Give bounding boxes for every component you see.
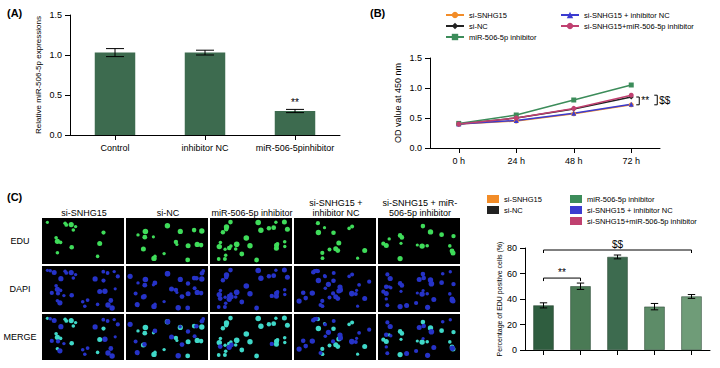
svg-text:$$: $$ bbox=[659, 95, 671, 106]
svg-text:miR-506-5pinhibitor: miR-506-5pinhibitor bbox=[256, 143, 335, 153]
svg-text:si-NC: si-NC bbox=[504, 206, 523, 215]
html-text:EDU: EDU bbox=[10, 236, 30, 246]
svg-text:0.0: 0.0 bbox=[49, 130, 62, 140]
svg-text:0.5: 0.5 bbox=[409, 113, 422, 123]
svg-text:si-SNHG15: si-SNHG15 bbox=[504, 195, 542, 204]
svg-text:Control: Control bbox=[100, 143, 129, 153]
svg-text:60: 60 bbox=[507, 269, 517, 279]
svg-text:0 h: 0 h bbox=[452, 156, 465, 166]
svg-text:0.5: 0.5 bbox=[49, 90, 62, 100]
svg-text:Percentage of EDU positive cel: Percentage of EDU positive cells (%) bbox=[496, 242, 504, 357]
html-text:miR-506-5p inhibitor: miR-506-5p inhibitor bbox=[211, 208, 293, 218]
svg-text:(A): (A) bbox=[7, 7, 23, 19]
html-text:si-SNHG15 + miR-506-5p inhibit: si-SNHG15 + miR-506-5p inhibitor bbox=[382, 198, 458, 218]
svg-text:OD value at 450 nm: OD value at 450 nm bbox=[393, 63, 403, 143]
svg-text:48 h: 48 h bbox=[565, 156, 583, 166]
svg-text:1.0: 1.0 bbox=[49, 50, 62, 60]
svg-text:(C): (C) bbox=[7, 191, 23, 203]
svg-text:**: ** bbox=[291, 97, 299, 108]
svg-text:inhibitor NC: inhibitor NC bbox=[181, 143, 229, 153]
svg-text:$$: $$ bbox=[612, 239, 624, 250]
svg-text:si-SNHG15+miR-506-5p inhibitor: si-SNHG15+miR-506-5p inhibitor bbox=[584, 22, 694, 31]
svg-text:(B): (B) bbox=[370, 7, 386, 19]
svg-text:0: 0 bbox=[512, 345, 517, 355]
svg-text:72 h: 72 h bbox=[622, 156, 640, 166]
html-text:si-SNHG15 + inhibitor NC: si-SNHG15 + inhibitor NC bbox=[309, 198, 363, 218]
svg-text:miR-506-5p inhibitor: miR-506-5p inhibitor bbox=[587, 195, 655, 204]
svg-text:**: ** bbox=[641, 95, 649, 106]
svg-text:si-SNHG15+miR-506-5p inhibitor: si-SNHG15+miR-506-5p inhibitor bbox=[587, 217, 697, 226]
svg-text:24 h: 24 h bbox=[507, 156, 525, 166]
svg-text:miR-506-5p inhibitor: miR-506-5p inhibitor bbox=[469, 33, 537, 42]
svg-text:si-SNHG15: si-SNHG15 bbox=[469, 11, 507, 20]
html-text:si-SNHG15: si-SNHG15 bbox=[61, 208, 107, 218]
svg-text:40: 40 bbox=[507, 294, 517, 304]
html-text:MERGE: MERGE bbox=[3, 332, 37, 342]
svg-text:si-SNHG15 + inhibitor NC: si-SNHG15 + inhibitor NC bbox=[587, 206, 673, 215]
svg-text:si-NC: si-NC bbox=[469, 22, 488, 31]
svg-text:1.5: 1.5 bbox=[49, 10, 62, 20]
html-text:si-NC: si-NC bbox=[156, 208, 180, 218]
svg-text:1.5: 1.5 bbox=[409, 53, 422, 63]
svg-text:20: 20 bbox=[507, 320, 517, 330]
svg-text:0.0: 0.0 bbox=[409, 143, 422, 153]
svg-text:Relative miR-506-5p expression: Relative miR-506-5p expressions bbox=[34, 16, 43, 134]
html-text:DAPI: DAPI bbox=[9, 284, 31, 294]
svg-text:**: ** bbox=[558, 267, 566, 278]
svg-text:80: 80 bbox=[507, 243, 517, 253]
svg-text:1.0: 1.0 bbox=[409, 83, 422, 93]
svg-text:si-SNHG15 + inhibitor NC: si-SNHG15 + inhibitor NC bbox=[584, 11, 670, 20]
